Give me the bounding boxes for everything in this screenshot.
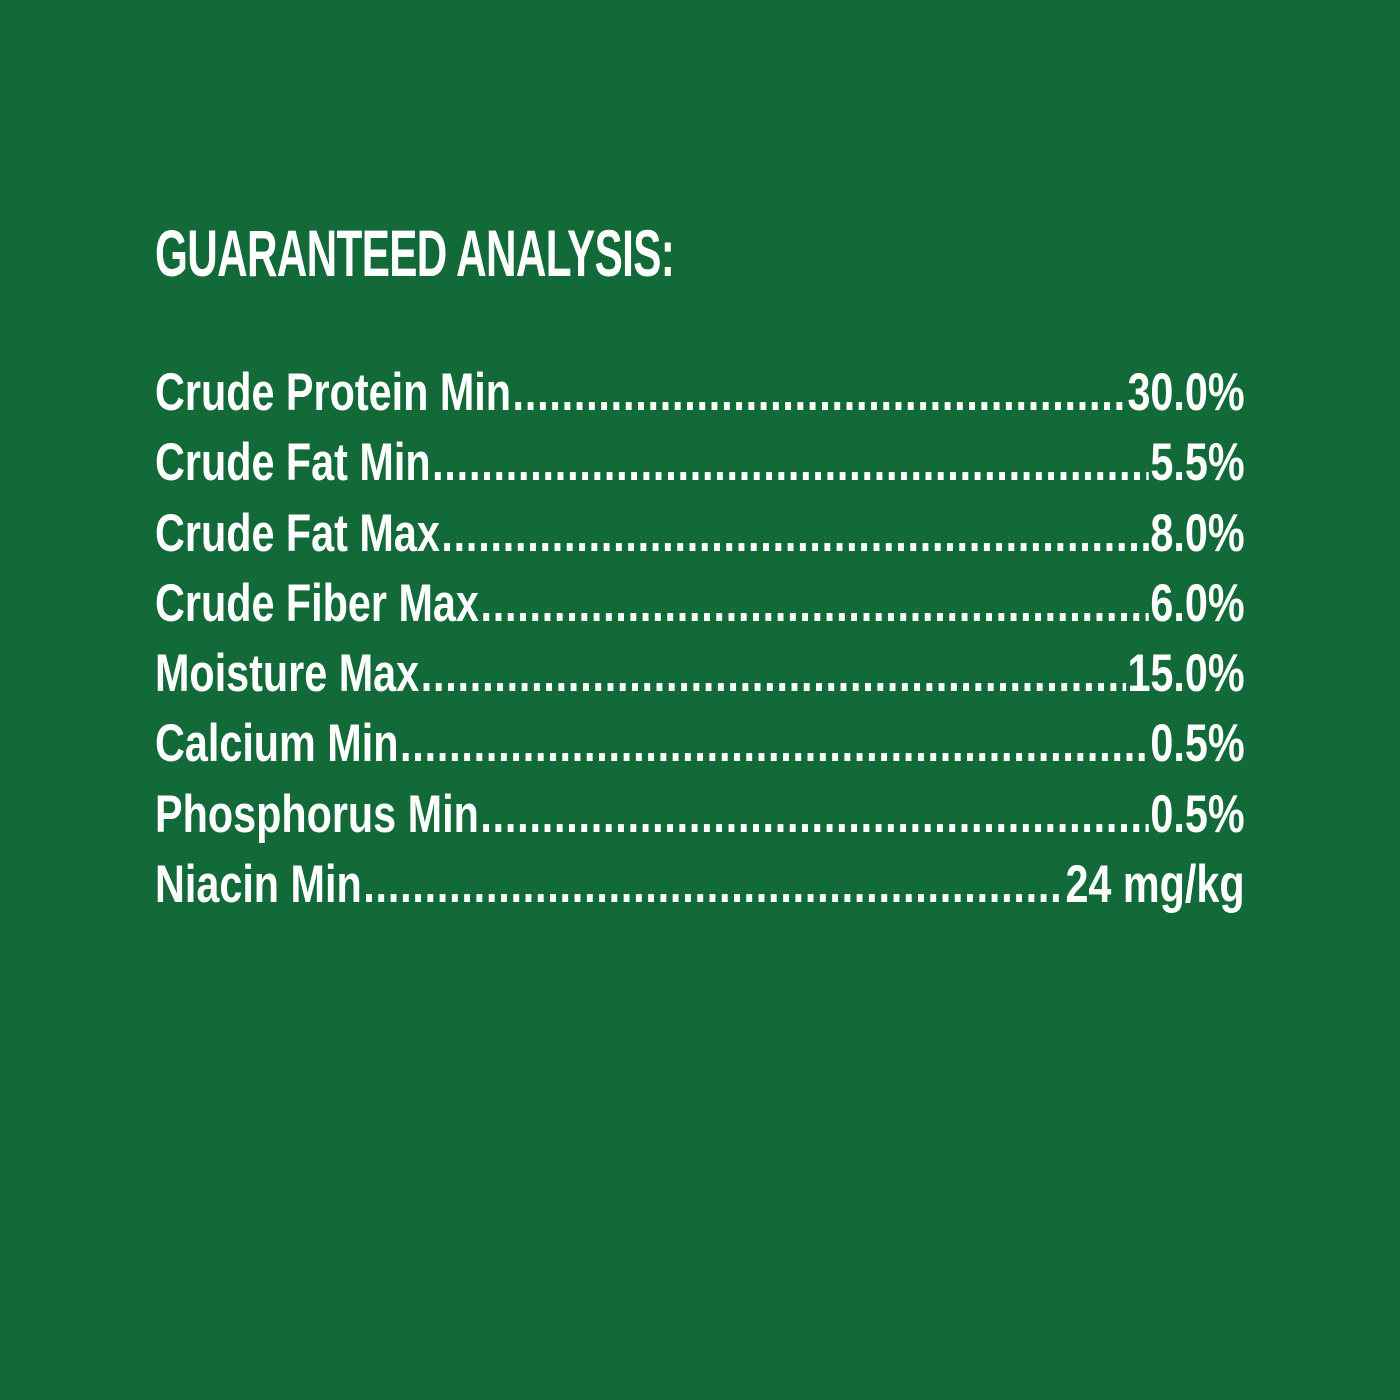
dot-leader xyxy=(480,784,1148,845)
analysis-row: Crude Fiber Max 6.0% xyxy=(155,573,1245,643)
analysis-row: Niacin Min 24 mg/kg xyxy=(155,854,1245,924)
analysis-row: Moisture Max 15.0% xyxy=(155,643,1245,713)
row-value: 5.5% xyxy=(1150,433,1245,493)
analysis-row: Crude Fat Max 8.0% xyxy=(155,503,1245,573)
analysis-list: Crude Protein Min 30.0% Crude Fat Min 5.5%… xyxy=(155,362,1245,924)
analysis-row: Phosphorus Min 0.5% xyxy=(155,784,1245,854)
row-label: Niacin Min xyxy=(155,855,362,915)
analysis-row: Crude Fat Min 5.5% xyxy=(155,432,1245,502)
dot-leader xyxy=(421,643,1126,704)
dot-leader xyxy=(513,362,1126,423)
page-title: GUARANTEED ANALYSIS: xyxy=(155,216,675,290)
row-value: 0.5% xyxy=(1150,784,1245,844)
row-value: 6.0% xyxy=(1150,573,1245,633)
analysis-row: Crude Protein Min 30.0% xyxy=(155,362,1245,432)
row-label: Calcium Min xyxy=(155,714,399,774)
row-value: 15.0% xyxy=(1127,644,1245,704)
analysis-row: Calcium Min 0.5% xyxy=(155,713,1245,783)
dot-leader xyxy=(432,432,1149,493)
row-label: Crude Fat Max xyxy=(155,503,440,563)
row-label: Phosphorus Min xyxy=(155,784,479,844)
dot-leader xyxy=(400,713,1149,774)
dot-leader xyxy=(441,503,1148,564)
row-label: Moisture Max xyxy=(155,644,420,704)
row-value: 30.0% xyxy=(1127,363,1245,422)
dot-leader xyxy=(363,854,1064,915)
row-label: Crude Fiber Max xyxy=(155,573,479,633)
row-value: 0.5% xyxy=(1150,714,1245,774)
row-label: Crude Protein Min xyxy=(155,363,511,422)
row-value: 8.0% xyxy=(1150,503,1245,563)
row-label: Crude Fat Min xyxy=(155,433,431,493)
row-value: 24 mg/kg xyxy=(1065,855,1245,915)
dot-leader xyxy=(480,573,1148,634)
